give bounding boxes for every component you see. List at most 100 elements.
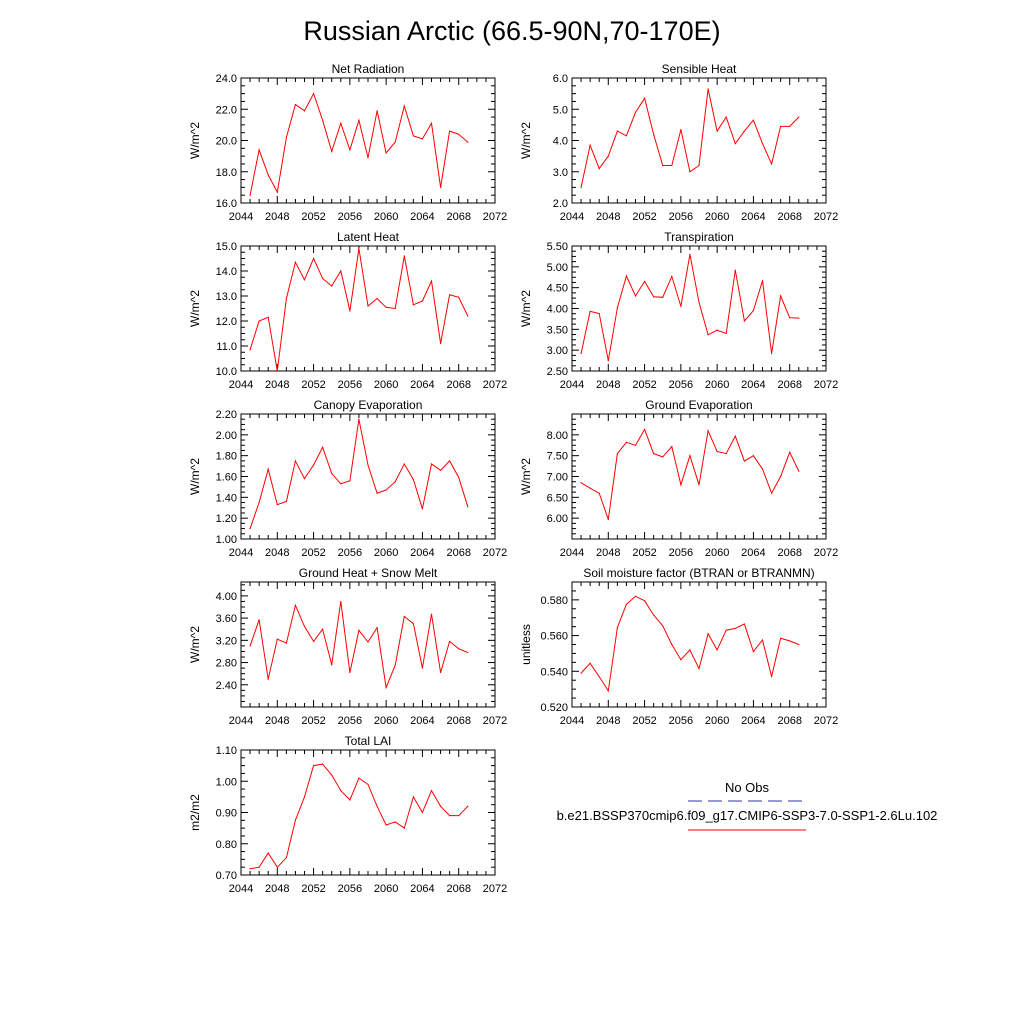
net-radiation-data-point [458, 133, 460, 135]
canopy-evaporation-data-point [385, 489, 387, 491]
ground-evaporation-data-point [725, 452, 727, 455]
net-radiation-data-point [367, 157, 369, 159]
ground-evaporation-ytick-label: 7.50 [547, 451, 568, 463]
total-lai-xtick-label: 2048 [265, 883, 289, 895]
legend-obs-label: No Obs [725, 780, 770, 795]
canopy-evaporation-xtick-label: 2056 [338, 547, 362, 559]
net-radiation-data-point [312, 93, 315, 95]
latent-heat-xtick-label: 2048 [265, 379, 289, 391]
ground-heat-snow-melt-data-point [439, 671, 442, 674]
soil-moisture-factor-btran-or-btranmn-data-point [734, 627, 736, 630]
sensible-heat-ytick-label: 2.0 [553, 198, 568, 210]
canopy-evaporation-data-point [303, 477, 306, 480]
ground-evaporation-data-point [689, 455, 691, 457]
latent-heat-title: Latent Heat [337, 230, 400, 244]
transpiration-ytick-label: 2.50 [547, 366, 568, 378]
latent-heat-data-point [403, 255, 405, 257]
soil-moisture-factor-btran-or-btranmn-data-point [580, 672, 582, 674]
canopy-evaporation-series-line [249, 419, 469, 529]
sensible-heat-ytick-label: 6.0 [553, 73, 568, 85]
canopy-evaporation-data-point [367, 464, 369, 466]
ground-evaporation-ytick-label: 6.00 [547, 513, 568, 525]
ground-heat-snow-melt-data-point [458, 648, 460, 650]
soil-moisture-factor-btran-or-btranmn-data-point [625, 603, 628, 605]
ground-heat-snow-melt-data-point [267, 678, 269, 680]
total-lai-xtick-label: 2056 [338, 883, 362, 895]
soil-moisture-factor-btran-or-btranmn-xtick-label: 2052 [632, 715, 656, 727]
ground-heat-snow-melt-xtick-label: 2060 [374, 715, 398, 727]
transpiration-data-point [716, 329, 718, 331]
canopy-evaporation-xtick-label: 2060 [374, 547, 398, 559]
canopy-evaporation-data-point [376, 492, 378, 494]
net-radiation-xtick-label: 2044 [229, 211, 253, 223]
canopy-evaporation-data-point [285, 500, 287, 503]
soil-moisture-factor-btran-or-btranmn-xtick-label: 2048 [596, 715, 620, 727]
sensible-heat-data-point [653, 133, 655, 135]
ground-evaporation-data-point [589, 487, 591, 489]
ground-heat-snow-melt-data-point [331, 664, 333, 666]
soil-moisture-factor-btran-or-btranmn-data-point [671, 643, 673, 646]
sensible-heat-xtick-label: 2048 [596, 211, 620, 223]
soil-moisture-factor-btran-or-btranmn-xtick-label: 2068 [777, 715, 801, 727]
latent-heat-xtick-label: 2044 [229, 379, 253, 391]
total-lai-data-point [403, 827, 405, 829]
canopy-evaporation-data-point [412, 479, 414, 481]
sensible-heat-plot-frame [571, 77, 827, 204]
soil-moisture-factor-btran-or-btranmn-xtick-label: 2064 [741, 715, 765, 727]
soil-moisture-factor-btran-or-btranmn-data-point [707, 633, 709, 635]
chart-latent-heat: Latent Heat W/m^2 2044 2048 2052 2056 2060 2064… [188, 230, 507, 391]
latent-heat-data-point [367, 305, 369, 307]
total-lai-data-point [294, 819, 297, 821]
sensible-heat-data-point [625, 135, 628, 137]
transpiration-series-line [580, 254, 799, 361]
total-lai-data-point [267, 852, 269, 854]
total-lai-data-point [249, 868, 251, 870]
canopy-evaporation-data-point [267, 468, 269, 470]
transpiration-data-point [580, 352, 582, 355]
ground-heat-snow-melt-data-point [430, 613, 433, 615]
sensible-heat-xtick-label: 2044 [560, 211, 584, 223]
latent-heat-ylabel: W/m^2 [188, 290, 202, 327]
transpiration-data-point [589, 310, 591, 313]
sensible-heat-data-point [680, 128, 682, 131]
chart-transpiration: Transpiration W/m^2 2044 2048 2052 2056 2060 20… [519, 230, 838, 391]
ground-evaporation-data-point [680, 484, 682, 486]
net-radiation-data-point [294, 103, 297, 106]
panel-grid: Net Radiation W/m^2 2044 2048 2052 2056 2060 20… [188, 62, 838, 895]
soil-moisture-factor-btran-or-btranmn-xtick-label: 2060 [705, 715, 729, 727]
legend-case-label: b.e21.BSSP370cmip6.f09_g17.CMIP6-SSP3-7.… [557, 808, 938, 823]
net-radiation-xtick-label: 2064 [410, 211, 434, 223]
ground-heat-snow-melt-data-point [385, 686, 387, 689]
ground-evaporation-data-point [580, 482, 582, 484]
latent-heat-ytick-label: 11.0 [216, 341, 237, 353]
total-lai-data-point [449, 815, 451, 817]
sensible-heat-ytick-label: 3.0 [553, 167, 568, 179]
ground-evaporation-ylabel: W/m^2 [519, 458, 533, 495]
soil-moisture-factor-btran-or-btranmn-data-point [643, 600, 646, 602]
total-lai-ytick-label: 0.80 [216, 839, 237, 851]
canopy-evaporation-data-point [340, 483, 342, 485]
total-lai-ytick-label: 1.10 [216, 745, 237, 757]
soil-moisture-factor-btran-or-btranmn-data-point [698, 668, 700, 670]
transpiration-data-point [761, 279, 764, 282]
total-lai-data-point [421, 811, 424, 814]
latent-heat-data-point [467, 315, 469, 317]
soil-moisture-factor-btran-or-btranmn-ytick-label: 0.560 [540, 631, 568, 643]
soil-moisture-factor-btran-or-btranmn-title: Soil moisture factor (BTRAN or BTRANMN) [583, 566, 814, 580]
sensible-heat-ylabel: W/m^2 [519, 122, 533, 159]
transpiration-data-point [698, 301, 700, 303]
ground-heat-snow-melt-data-point [276, 638, 278, 640]
soil-moisture-factor-btran-or-btranmn-ytick-label: 0.580 [540, 595, 568, 607]
transpiration-data-point [743, 320, 745, 322]
canopy-evaporation-data-point [294, 460, 297, 462]
chart-ground-evaporation: Ground Evaporation W/m^2 2044 2048 2052 2056 2… [519, 398, 838, 559]
ground-evaporation-plot-frame [571, 413, 827, 540]
total-lai-series-line [250, 763, 469, 870]
canopy-evaporation-ytick-label: 1.80 [216, 451, 237, 463]
net-radiation-ytick-label: 16.0 [216, 198, 237, 210]
net-radiation-ytick-label: 22.0 [216, 104, 237, 116]
latent-heat-ytick-label: 10.0 [216, 366, 237, 378]
soil-moisture-factor-btran-or-btranmn-data-point [798, 643, 800, 646]
canopy-evaporation-xtick-label: 2068 [446, 547, 470, 559]
